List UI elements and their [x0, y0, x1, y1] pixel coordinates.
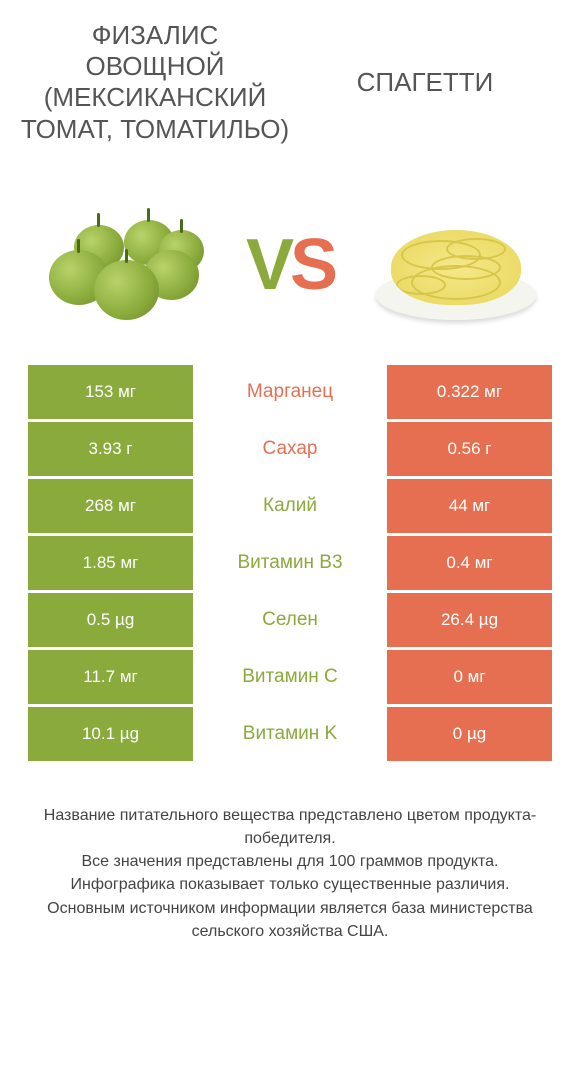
value-right: 0.56 г: [387, 422, 552, 476]
value-left: 1.85 мг: [28, 536, 193, 590]
value-left: 3.93 г: [28, 422, 193, 476]
table-row: 11.7 мгВитамин C0 мг: [28, 650, 552, 704]
header: ФИЗАЛИС ОВОЩНОЙ (МЕКСИКАНСКИЙ ТОМАТ, ТОМ…: [0, 0, 580, 145]
value-left: 10.1 µg: [28, 707, 193, 761]
footer-line-1: Название питательного вещества представл…: [30, 804, 550, 850]
table-row: 268 мгКалий44 мг: [28, 479, 552, 533]
vs-s: S: [290, 225, 334, 305]
value-right: 0 мг: [387, 650, 552, 704]
images-row: VS: [0, 145, 580, 365]
nutrient-label: Селен: [193, 593, 387, 647]
value-left: 268 мг: [28, 479, 193, 533]
comparison-table: 153 мгМарганец0.322 мг3.93 гСахар0.56 г2…: [0, 365, 580, 761]
table-row: 0.5 µgСелен26.4 µg: [28, 593, 552, 647]
tomatillo-image: [39, 195, 209, 335]
value-right: 44 мг: [387, 479, 552, 533]
value-right: 0 µg: [387, 707, 552, 761]
value-left: 153 мг: [28, 365, 193, 419]
header-left: ФИЗАЛИС ОВОЩНОЙ (МЕКСИКАНСКИЙ ТОМАТ, ТОМ…: [20, 20, 290, 145]
table-row: 1.85 мгВитамин B30.4 мг: [28, 536, 552, 590]
value-left: 0.5 µg: [28, 593, 193, 647]
table-row: 153 мгМарганец0.322 мг: [28, 365, 552, 419]
value-left: 11.7 мг: [28, 650, 193, 704]
nutrient-label: Калий: [193, 479, 387, 533]
nutrient-label: Витамин C: [193, 650, 387, 704]
table-row: 3.93 гСахар0.56 г: [28, 422, 552, 476]
title-left: ФИЗАЛИС ОВОЩНОЙ (МЕКСИКАНСКИЙ ТОМАТ, ТОМ…: [20, 20, 290, 145]
nutrient-label: Витамин K: [193, 707, 387, 761]
footer-line-3: Инфографика показывает только существенн…: [30, 873, 550, 896]
spaghetti-image: [371, 195, 541, 335]
table-row: 10.1 µgВитамин K0 µg: [28, 707, 552, 761]
footer-line-4: Основным источником информации является …: [30, 897, 550, 943]
title-right: СПАГЕТТИ: [357, 67, 494, 98]
value-right: 26.4 µg: [387, 593, 552, 647]
vs-label: VS: [246, 224, 334, 306]
nutrient-label: Марганец: [193, 365, 387, 419]
vs-v: V: [246, 225, 290, 305]
value-right: 0.322 мг: [387, 365, 552, 419]
footer-line-2: Все значения представлены для 100 граммо…: [30, 850, 550, 873]
footer: Название питательного вещества представл…: [0, 764, 580, 943]
header-right: СПАГЕТТИ: [290, 20, 560, 145]
value-right: 0.4 мг: [387, 536, 552, 590]
nutrient-label: Витамин B3: [193, 536, 387, 590]
nutrient-label: Сахар: [193, 422, 387, 476]
